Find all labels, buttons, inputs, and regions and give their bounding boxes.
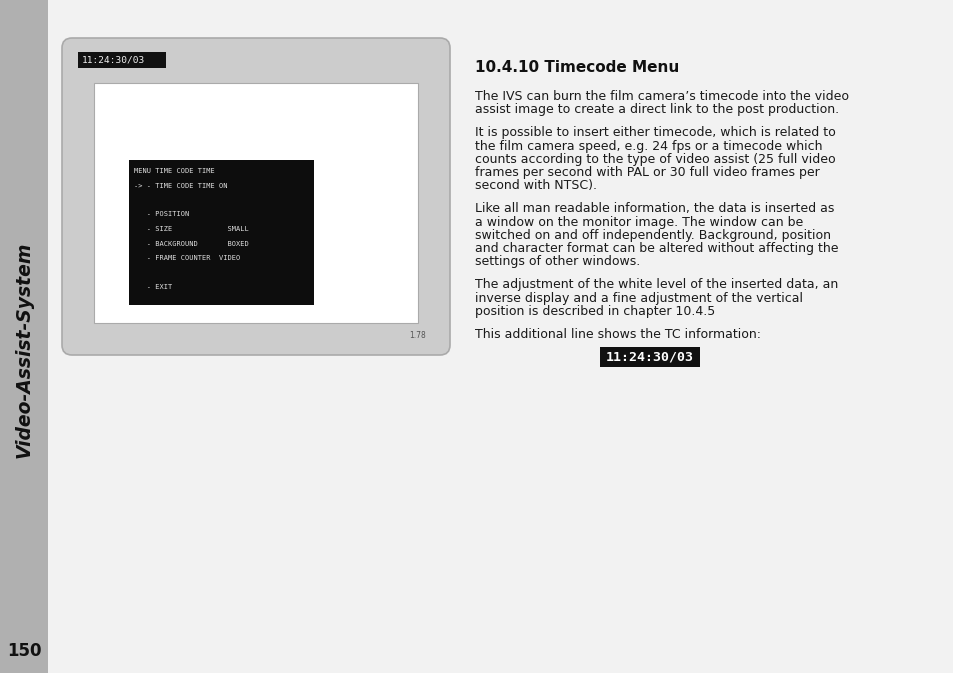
- Text: position is described in chapter 10.4.5: position is described in chapter 10.4.5: [475, 305, 715, 318]
- Text: the film camera speed, e.g. 24 fps or a timecode which: the film camera speed, e.g. 24 fps or a …: [475, 139, 821, 153]
- FancyBboxPatch shape: [62, 38, 450, 355]
- Text: settings of other windows.: settings of other windows.: [475, 255, 639, 269]
- Text: and character format can be altered without affecting the: and character format can be altered with…: [475, 242, 838, 255]
- Text: 10.4.10 Timecode Menu: 10.4.10 Timecode Menu: [475, 60, 679, 75]
- Text: 1.78: 1.78: [409, 330, 426, 339]
- Text: MENU TIME CODE TIME: MENU TIME CODE TIME: [133, 168, 214, 174]
- Text: switched on and off independently. Background, position: switched on and off independently. Backg…: [475, 229, 830, 242]
- Bar: [129, 160, 314, 305]
- Text: 150: 150: [7, 642, 41, 660]
- Text: This additional line shows the TC information:: This additional line shows the TC inform…: [475, 328, 760, 341]
- Bar: [94, 83, 417, 323]
- Text: The IVS can burn the film camera’s timecode into the video: The IVS can burn the film camera’s timec…: [475, 90, 848, 103]
- Text: -> - TIME CODE TIME ON: -> - TIME CODE TIME ON: [133, 182, 227, 188]
- Text: - POSITION: - POSITION: [133, 211, 189, 217]
- Text: - FRAME COUNTER  VIDEO: - FRAME COUNTER VIDEO: [133, 255, 240, 261]
- Text: - BACKGROUND       BOXED: - BACKGROUND BOXED: [133, 240, 249, 246]
- Bar: [599, 347, 700, 367]
- Text: Like all man readable information, the data is inserted as: Like all man readable information, the d…: [475, 203, 834, 215]
- Text: frames per second with PAL or 30 full video frames per: frames per second with PAL or 30 full vi…: [475, 166, 819, 179]
- Text: - SIZE             SMALL: - SIZE SMALL: [133, 226, 249, 232]
- Text: 11:24:30/03: 11:24:30/03: [605, 351, 693, 363]
- Bar: [0, 0, 48, 673]
- Text: assist image to create a direct link to the post production.: assist image to create a direct link to …: [475, 103, 839, 116]
- Text: second with NTSC).: second with NTSC).: [475, 179, 597, 192]
- Bar: [78, 52, 166, 68]
- Text: a window on the monitor image. The window can be: a window on the monitor image. The windo…: [475, 215, 802, 229]
- Text: Video-Assist-System: Video-Assist-System: [14, 242, 33, 458]
- Text: inverse display and a fine adjustment of the vertical: inverse display and a fine adjustment of…: [475, 291, 802, 305]
- Text: - EXIT: - EXIT: [133, 284, 172, 290]
- Text: 11:24:30/03: 11:24:30/03: [82, 55, 145, 65]
- Text: The adjustment of the white level of the inserted data, an: The adjustment of the white level of the…: [475, 279, 838, 291]
- Text: counts according to the type of video assist (25 full video: counts according to the type of video as…: [475, 153, 835, 166]
- Text: It is possible to insert either timecode, which is related to: It is possible to insert either timecode…: [475, 127, 835, 139]
